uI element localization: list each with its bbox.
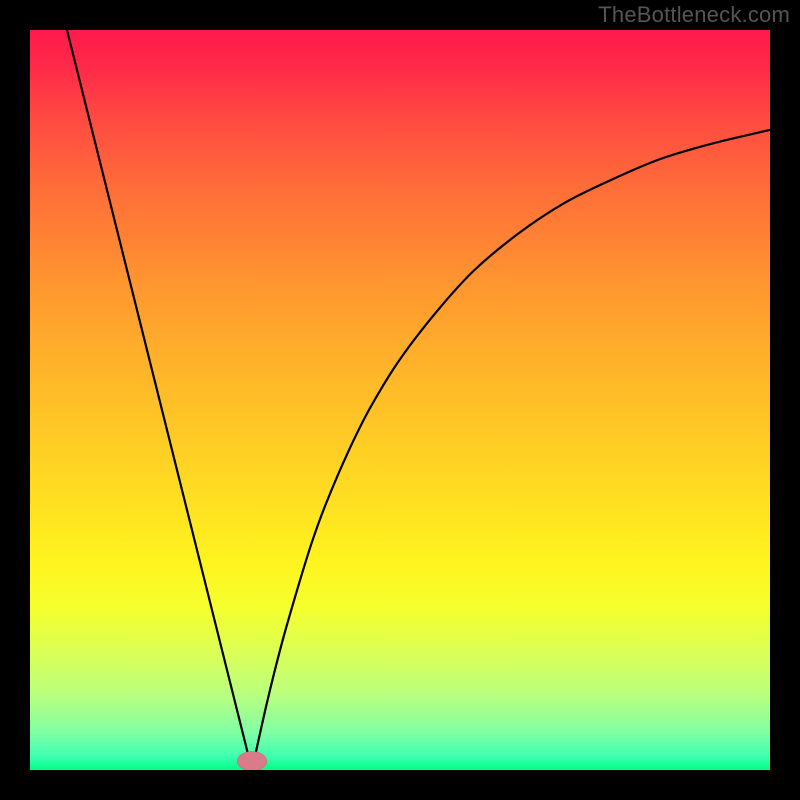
plot-background bbox=[30, 30, 770, 770]
chart-stage: TheBottleneck.com bbox=[0, 0, 800, 800]
plot-svg bbox=[0, 0, 800, 800]
optimum-marker bbox=[237, 752, 267, 771]
